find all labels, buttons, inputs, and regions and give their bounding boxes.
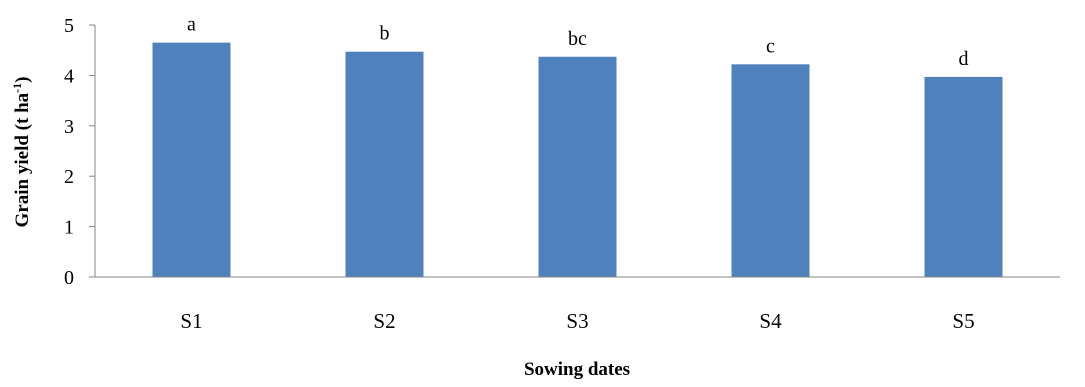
y-axis-title-superscript: -1 — [10, 83, 24, 93]
significance-label-s1: a — [187, 14, 196, 36]
y-tick-label: 1 — [64, 217, 74, 239]
x-tick-label-s1: S1 — [180, 309, 202, 333]
y-tick-label: 5 — [64, 15, 74, 37]
bars-group — [152, 42, 1003, 277]
y-tick-label: 3 — [64, 116, 74, 138]
significance-labels: a b bc c d — [187, 14, 968, 70]
x-tick-label-s5: S5 — [952, 309, 974, 333]
significance-label-s5: d — [959, 48, 969, 70]
x-tick-label-s2: S2 — [373, 309, 395, 333]
y-tick-label: 0 — [64, 267, 74, 289]
bar-s4 — [731, 64, 810, 277]
y-tick-labels: 0 1 2 3 4 5 — [64, 15, 74, 289]
significance-label-s2: b — [380, 23, 390, 45]
y-axis-title: Grain yield (t ha-1) — [10, 77, 33, 228]
x-tick-label-s4: S4 — [759, 309, 782, 333]
y-axis-title-tail: ) — [12, 77, 33, 83]
y-tick-label: 2 — [64, 166, 74, 188]
x-category-labels: S1 S2 S3 S4 S5 — [180, 309, 974, 333]
y-axis-title-main: Grain yield (t ha — [12, 92, 33, 227]
bar-s5 — [924, 76, 1003, 277]
y-tick-label: 4 — [64, 65, 74, 87]
x-tick-label-s3: S3 — [566, 309, 588, 333]
x-axis-title: Sowing dates — [524, 359, 630, 380]
bar-s1 — [152, 42, 231, 277]
bar-s2 — [345, 51, 424, 277]
bar-s3 — [538, 56, 617, 277]
significance-label-s3: bc — [568, 28, 587, 50]
significance-label-s4: c — [766, 35, 775, 57]
y-ticks — [89, 24, 95, 278]
